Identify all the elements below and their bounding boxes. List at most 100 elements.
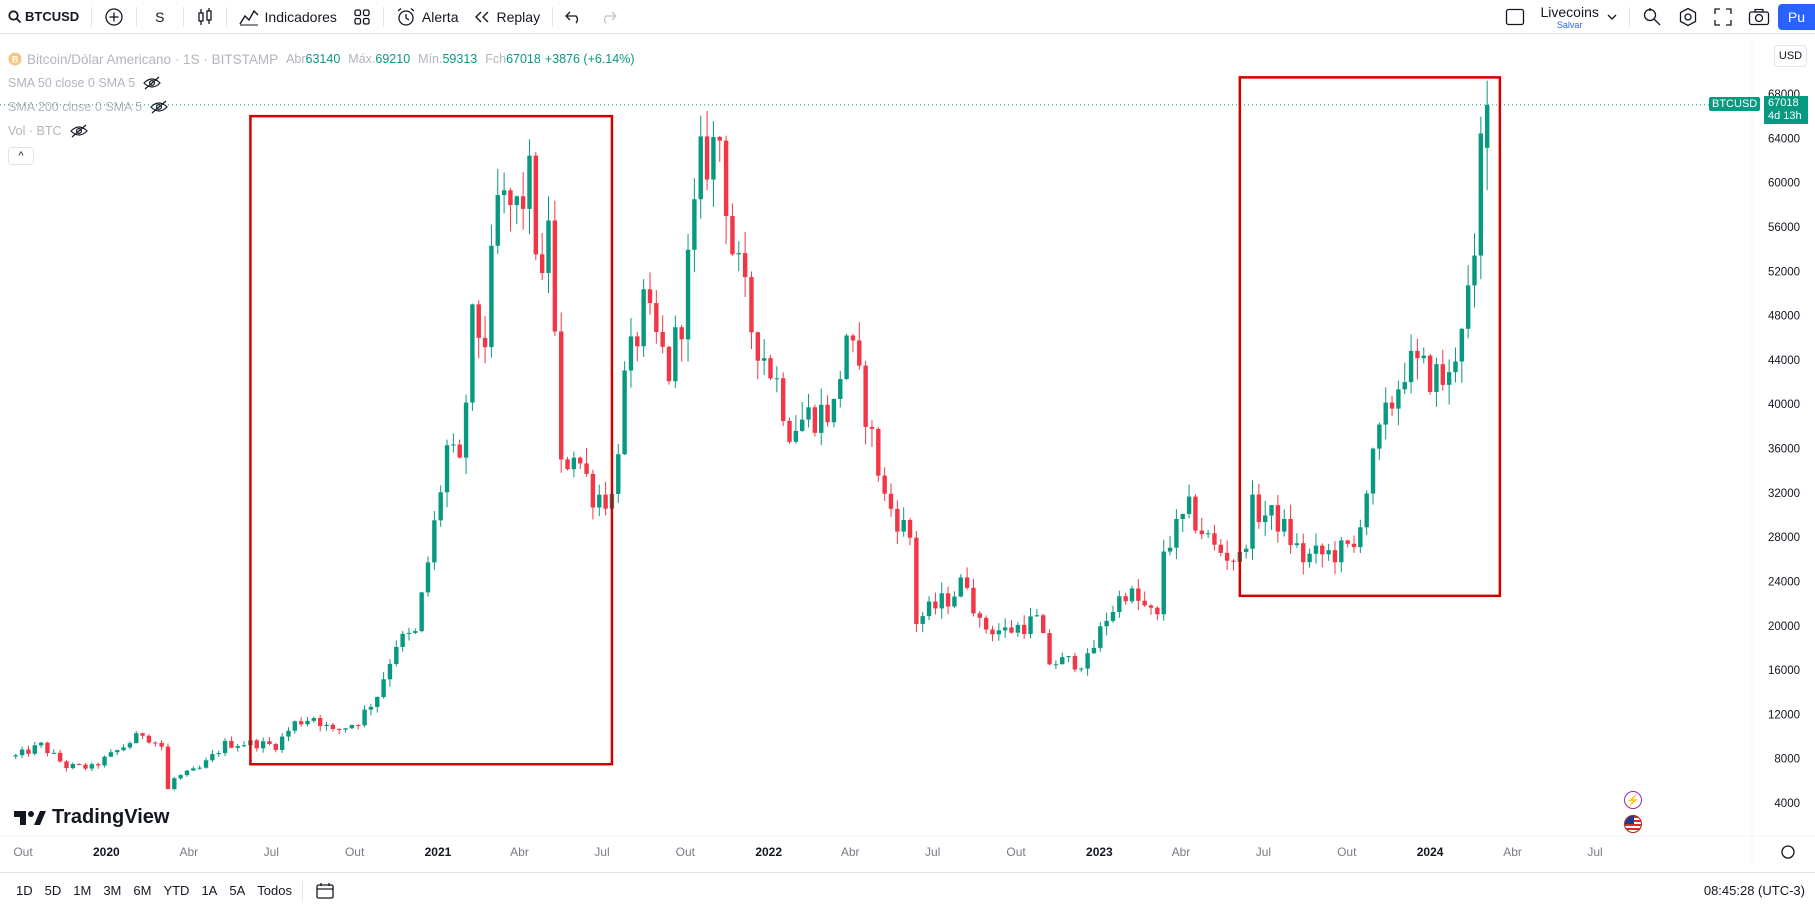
candle-body[interactable] — [1364, 493, 1369, 528]
candle-body[interactable] — [1256, 494, 1262, 523]
candle-body[interactable] — [780, 378, 786, 421]
candle-body[interactable] — [933, 601, 938, 609]
candle-body[interactable] — [305, 720, 310, 725]
candle-body[interactable] — [565, 459, 570, 470]
clock-timezone[interactable]: 08:45:28 (UTC-3) — [1703, 883, 1805, 898]
candle-body[interactable] — [1085, 653, 1090, 669]
candle-body[interactable] — [70, 764, 76, 769]
price-chart[interactable]: 4000 8000 12000 16000 20000 24000 28000 32000 36… — [0, 40, 1815, 872]
candle-body[interactable] — [514, 196, 519, 206]
candle-body[interactable] — [838, 378, 843, 399]
candle-body[interactable] — [895, 508, 900, 532]
range-button-ytd[interactable]: YTD — [163, 883, 190, 898]
candle-body[interactable] — [1294, 543, 1300, 546]
candle-body[interactable] — [711, 137, 716, 180]
candle-body[interactable] — [419, 592, 424, 632]
candle-body[interactable] — [1383, 402, 1388, 425]
candle-body[interactable] — [1262, 515, 1268, 523]
candle-body[interactable] — [926, 601, 932, 617]
axis-settings-gear-icon[interactable] — [1781, 845, 1795, 859]
candle-body[interactable] — [1148, 605, 1154, 608]
candle-body[interactable] — [1326, 550, 1331, 555]
candle-body[interactable] — [184, 770, 190, 776]
highlight-rectangle-2[interactable] — [1238, 76, 1502, 598]
candle-body[interactable] — [51, 752, 57, 754]
range-button-6m[interactable]: 6M — [133, 883, 152, 898]
candle-body[interactable] — [64, 761, 69, 769]
candle-body[interactable] — [1199, 530, 1204, 535]
candle-body[interactable] — [1427, 355, 1433, 392]
candle-body[interactable] — [685, 249, 691, 340]
candle-body[interactable] — [394, 646, 399, 664]
candle-body[interactable] — [337, 728, 342, 730]
candle-body[interactable] — [432, 520, 437, 563]
candle-body[interactable] — [254, 740, 259, 749]
candle-body[interactable] — [1446, 372, 1452, 385]
candle-body[interactable] — [406, 632, 412, 634]
range-button-1d[interactable]: 1D — [16, 883, 33, 898]
candle-body[interactable] — [45, 742, 50, 753]
candle-body[interactable] — [317, 718, 323, 727]
candle-body[interactable] — [635, 336, 640, 347]
candle-body[interactable] — [32, 745, 37, 754]
candle-body[interactable] — [311, 718, 317, 721]
candle-body[interactable] — [76, 764, 82, 766]
candle-body[interactable] — [260, 741, 266, 749]
candle-body[interactable] — [603, 494, 608, 509]
candle-body[interactable] — [990, 629, 995, 635]
candle-body[interactable] — [362, 709, 367, 726]
candle-body[interactable] — [1218, 544, 1224, 553]
candle-body[interactable] — [831, 398, 837, 423]
range-button-5d[interactable]: 5D — [44, 883, 62, 898]
fullscreen-button[interactable] — [1706, 0, 1740, 34]
candle-body[interactable] — [400, 633, 405, 647]
highlight-rectangle-1[interactable] — [249, 114, 614, 766]
candle-body[interactable] — [1402, 382, 1407, 390]
candle-body[interactable] — [495, 194, 500, 246]
candle-body[interactable] — [964, 577, 970, 588]
currency-selector[interactable]: USD — [1774, 45, 1807, 67]
candle-body[interactable] — [387, 663, 393, 680]
candle-body[interactable] — [641, 289, 646, 347]
candle-body[interactable] — [825, 404, 830, 423]
candle-body[interactable] — [501, 190, 507, 195]
candle-body[interactable] — [273, 743, 278, 750]
candle-body[interactable] — [457, 444, 462, 458]
candle-body[interactable] — [368, 706, 374, 710]
candle-body[interactable] — [597, 494, 602, 508]
settings-button[interactable] — [1670, 0, 1706, 34]
candle-body[interactable] — [1072, 656, 1078, 670]
candle-body[interactable] — [857, 340, 862, 366]
candle-body[interactable] — [1358, 527, 1363, 548]
candle-body[interactable] — [229, 740, 234, 748]
candle-body[interactable] — [578, 457, 583, 464]
candle-body[interactable] — [584, 463, 589, 474]
candle-body[interactable] — [1212, 533, 1217, 545]
candle-body[interactable] — [558, 331, 564, 460]
candle-body[interactable] — [996, 630, 1002, 635]
candle-body[interactable] — [444, 445, 450, 493]
goto-date-button[interactable] — [307, 874, 343, 908]
candle-body[interactable] — [1282, 518, 1287, 532]
candle-body[interactable] — [1205, 533, 1211, 535]
candle-body[interactable] — [1332, 550, 1338, 563]
candle-body[interactable] — [692, 199, 697, 250]
candle-body[interactable] — [1002, 627, 1008, 631]
candle-body[interactable] — [438, 492, 443, 521]
candle-body[interactable] — [742, 253, 748, 278]
candle-body[interactable] — [723, 140, 729, 217]
undo-button[interactable] — [557, 0, 591, 34]
candle-body[interactable] — [381, 679, 386, 698]
candle-body[interactable] — [869, 426, 875, 429]
candle-body[interactable] — [1129, 588, 1135, 602]
candle-body[interactable] — [89, 764, 95, 769]
candle-body[interactable] — [96, 764, 101, 766]
candle-body[interactable] — [768, 358, 773, 379]
candle-body[interactable] — [286, 730, 291, 737]
candle-body[interactable] — [1136, 588, 1141, 601]
compare-button[interactable] — [96, 0, 132, 34]
candle-body[interactable] — [356, 725, 361, 727]
range-button-3m[interactable]: 3M — [103, 883, 122, 898]
candle-body[interactable] — [1465, 285, 1471, 329]
candle-body[interactable] — [546, 220, 551, 274]
